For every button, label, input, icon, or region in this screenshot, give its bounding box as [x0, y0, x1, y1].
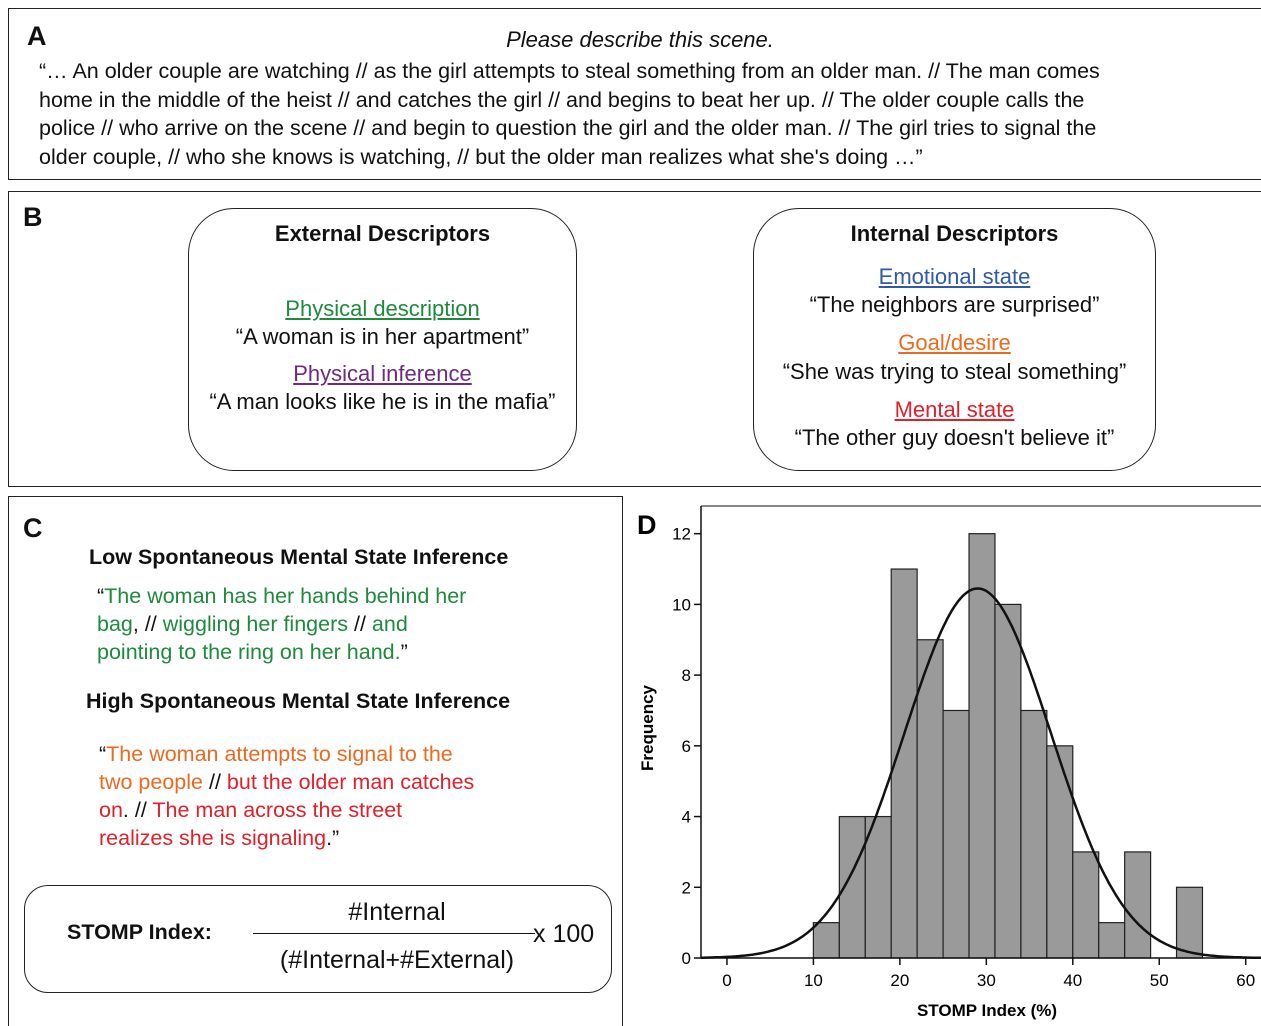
emotional-state-category: Emotional state	[878, 264, 1031, 289]
mental-state-quote: “The other guy doesn't believe it”	[794, 425, 1115, 450]
fraction-bar	[253, 933, 535, 934]
physical-description-category: Physical description	[285, 296, 480, 321]
low-inference-example: “The woman has her hands behind her bag,…	[97, 582, 557, 666]
y-tick-label: 2	[682, 878, 691, 897]
scene-line: police // who arrive on the scene // and…	[39, 116, 1097, 140]
scene-line: home in the middle of the heist // and c…	[39, 87, 1085, 112]
histogram-bar	[864, 815, 892, 959]
y-axis-label: Frequency	[638, 684, 657, 771]
panel-c: C Low Spontaneous Mental State Inference…	[8, 496, 623, 1026]
panel-d: D 0 2 4 6 8 10 12 0 10 20 30 40 50 60 STOMP Index (%)…	[631, 496, 1261, 1026]
scene-line: older couple, // who she knows is watchi…	[39, 144, 923, 169]
histogram-bar	[942, 709, 970, 959]
high-segment-1-cont: two people	[99, 770, 203, 794]
quote-mark: “	[99, 742, 107, 766]
histogram-bar	[1020, 709, 1048, 959]
panel-b: B External Descriptors Physical descript…	[8, 191, 1261, 487]
histogram-bar	[1124, 851, 1152, 959]
high-inference-title: High Spontaneous Mental State Inference	[86, 689, 511, 713]
panel-label-c: C	[23, 513, 43, 543]
x-axis-label: STOMP Index (%)	[917, 1001, 1057, 1020]
panel-label-a: A	[27, 21, 47, 51]
internal-descriptors-title: Internal Descriptors	[850, 221, 1059, 246]
goal-desire-quote: “She was trying to steal something”	[782, 359, 1127, 384]
panel-label-d: D	[637, 510, 657, 540]
scene-line: “… An older couple are watching // as th…	[39, 59, 1100, 83]
y-tick-label: 10	[672, 595, 691, 614]
x-tick-label: 60	[1236, 971, 1255, 990]
goal-desire-category: Goal/desire	[898, 330, 1011, 355]
low-inference-title: Low Spontaneous Mental State Inference	[89, 545, 509, 569]
external-descriptors-title: External Descriptors	[274, 221, 491, 246]
low-segment-1-cont: bag	[97, 612, 133, 636]
histogram-bar	[968, 533, 996, 959]
high-segment-3-cont: realizes she is signaling	[99, 826, 327, 850]
low-segment-1: The woman has her hands behind her	[104, 584, 467, 608]
scene-prompt: Please describe this scene.	[506, 27, 774, 52]
physical-inference-quote: “A man looks like he is in the mafia”	[209, 389, 556, 414]
quote-mark: ”	[400, 640, 408, 664]
low-segment-3-cont: pointing to the ring on her hand.	[97, 640, 401, 664]
histogram-bar	[916, 639, 944, 959]
segment-separator: //	[203, 770, 227, 794]
histogram-bar	[838, 815, 866, 959]
high-segment-2-cont: on	[99, 798, 123, 822]
histogram-bar	[1046, 745, 1074, 959]
high-segment-2: but the older man catches	[226, 770, 475, 794]
high-inference-example: “The woman attempts to signal to the two…	[99, 740, 569, 852]
x-tick-label: 50	[1150, 971, 1169, 990]
formula-numerator: #Internal	[348, 898, 446, 926]
histogram-bar	[1072, 851, 1100, 959]
formula-label: STOMP Index:	[67, 920, 212, 944]
low-segment-2: wiggling her fingers	[162, 612, 348, 636]
x-tick-label: 40	[1063, 971, 1082, 990]
stomp-formula-box: STOMP Index: #Internal (#Internal+#Exter…	[24, 885, 612, 993]
formula-denominator: (#Internal+#External)	[279, 946, 515, 974]
scene-description: “… An older couple are watching // as th…	[39, 57, 1239, 171]
high-segment-1: The woman attempts to signal to the	[106, 742, 453, 766]
segment-separator: . //	[122, 798, 153, 822]
y-tick-label: 12	[672, 525, 691, 544]
external-descriptors-box: External Descriptors Physical descriptio…	[188, 208, 577, 471]
histogram-bar	[812, 922, 840, 959]
quote-mark: .”	[326, 826, 340, 850]
histogram-bar	[994, 603, 1022, 959]
x-tick-label: 20	[890, 971, 909, 990]
segment-separator: , //	[132, 612, 163, 636]
physical-description-quote: “A woman is in her apartment”	[235, 324, 530, 349]
internal-descriptors-box: Internal Descriptors Emotional state “Th…	[753, 208, 1156, 471]
segment-separator: //	[348, 612, 372, 636]
panel-label-b: B	[23, 202, 43, 232]
panel-a: A Please describe this scene. “… An olde…	[8, 8, 1261, 180]
emotional-state-quote: “The neighbors are surprised”	[809, 292, 1100, 317]
quote-mark: “	[97, 584, 105, 608]
high-segment-3: The man across the street	[152, 798, 403, 822]
histogram-chart: D 0 2 4 6 8 10 12 0 10 20 30 40 50 60 STOMP Index (%)…	[637, 505, 1261, 1020]
histogram-bar	[1175, 886, 1204, 959]
x-tick-label: 0	[722, 971, 731, 990]
low-segment-3: and	[371, 612, 408, 636]
y-tick-label: 4	[682, 808, 691, 827]
histogram-bar	[1098, 922, 1126, 959]
y-tick-label: 0	[682, 949, 691, 968]
physical-inference-category: Physical inference	[293, 361, 472, 386]
normal-fit-curve	[701, 587, 1261, 960]
x-tick-label: 30	[977, 971, 996, 990]
formula-multiplier: x 100	[533, 920, 595, 948]
y-tick-label: 8	[682, 666, 691, 685]
x-tick-label: 10	[804, 971, 823, 990]
mental-state-category: Mental state	[894, 397, 1015, 422]
y-tick-label: 6	[682, 737, 691, 756]
